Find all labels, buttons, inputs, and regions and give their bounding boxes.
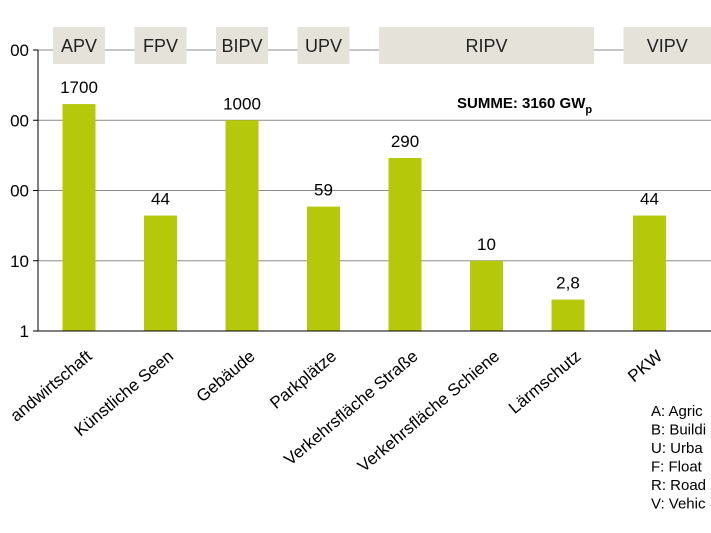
bar <box>62 104 96 331</box>
bar <box>551 299 585 331</box>
legend-entry: U: Urba <box>651 440 703 457</box>
group-box <box>216 27 268 64</box>
bar <box>633 215 666 331</box>
x-tick-label: Parkplätze <box>266 347 340 413</box>
group-label: FPV <box>143 36 178 56</box>
sum-annotation: SUMME: 3160 GWp <box>457 95 592 116</box>
bars <box>62 104 666 331</box>
group-box <box>297 27 350 64</box>
x-tick-label: andwirtschaft <box>7 346 96 425</box>
group-box <box>623 27 711 64</box>
x-tick-label: Lärmschutz <box>505 347 585 418</box>
data-label: 10 <box>477 235 496 254</box>
legend-entry: V: Vehic <box>651 496 706 513</box>
y-tick-label: 1 <box>20 322 29 341</box>
bar <box>144 215 177 331</box>
x-tick-label: PKW <box>624 347 666 386</box>
group-box <box>134 27 187 64</box>
data-label: 290 <box>391 132 419 151</box>
data-label: 44 <box>151 190 170 209</box>
y-tick-label: 00 <box>10 41 29 60</box>
y-tick-label: 00 <box>10 111 29 130</box>
legend-entry: R: Road <box>651 477 706 494</box>
legend-entry: B: Buildi <box>651 422 706 439</box>
y-axis: 1 10 00 00 00 <box>10 41 39 341</box>
data-label: 59 <box>314 181 333 200</box>
bar <box>307 206 340 331</box>
gridlines <box>38 49 711 332</box>
legend-entry: A: Agric <box>651 403 703 420</box>
data-label: 1000 <box>223 94 261 113</box>
x-tick-label: Gebäude <box>193 347 259 407</box>
y-tick-label: 00 <box>10 182 29 201</box>
bar <box>225 120 259 331</box>
group-box <box>379 27 594 64</box>
data-labels: 1700 44 1000 59 290 10 2,8 44 <box>60 78 659 293</box>
bar <box>470 260 503 331</box>
y-tick-label: 10 <box>10 252 29 271</box>
group-label: UPV <box>305 36 342 56</box>
sum-annotation-subscript: p <box>585 104 592 116</box>
sum-annotation-text: SUMME: 3160 GW <box>457 95 586 112</box>
data-label: 2,8 <box>556 274 580 293</box>
group-label: VIPV <box>647 36 688 56</box>
group-box <box>53 27 105 64</box>
x-tick-label: Verkehrsfläche Schiene <box>354 347 503 476</box>
group-label: BIPV <box>221 36 262 56</box>
data-label: 44 <box>640 190 659 209</box>
data-label: 1700 <box>60 78 98 97</box>
group-label: RIPV <box>465 36 507 56</box>
category-groups: APV FPV BIPV UPV RIPV VIPV <box>53 27 711 64</box>
legend-entry: F: Float <box>651 459 703 476</box>
group-label: APV <box>61 36 97 56</box>
bar <box>388 158 422 331</box>
x-tick-label: Verkehrsfläche Straße <box>281 347 422 470</box>
